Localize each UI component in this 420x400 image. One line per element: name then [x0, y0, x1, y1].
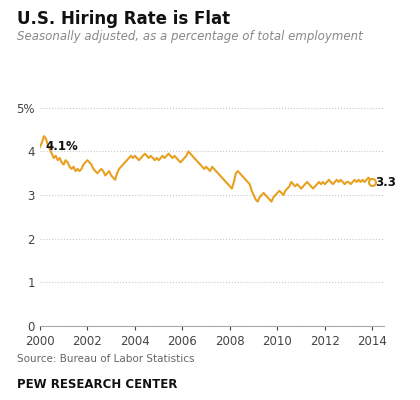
Text: PEW RESEARCH CENTER: PEW RESEARCH CENTER	[17, 378, 177, 391]
Text: U.S. Hiring Rate is Flat: U.S. Hiring Rate is Flat	[17, 10, 230, 28]
Text: 3.3: 3.3	[375, 176, 396, 188]
Text: 4.1%: 4.1%	[46, 140, 79, 153]
Text: Seasonally adjusted, as a percentage of total employment: Seasonally adjusted, as a percentage of …	[17, 30, 362, 43]
Text: Source: Bureau of Labor Statistics: Source: Bureau of Labor Statistics	[17, 354, 194, 364]
